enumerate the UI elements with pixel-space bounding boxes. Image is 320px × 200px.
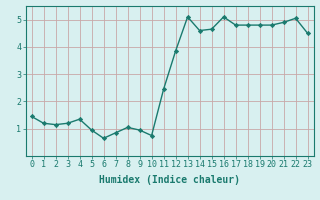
X-axis label: Humidex (Indice chaleur): Humidex (Indice chaleur) — [99, 175, 240, 185]
